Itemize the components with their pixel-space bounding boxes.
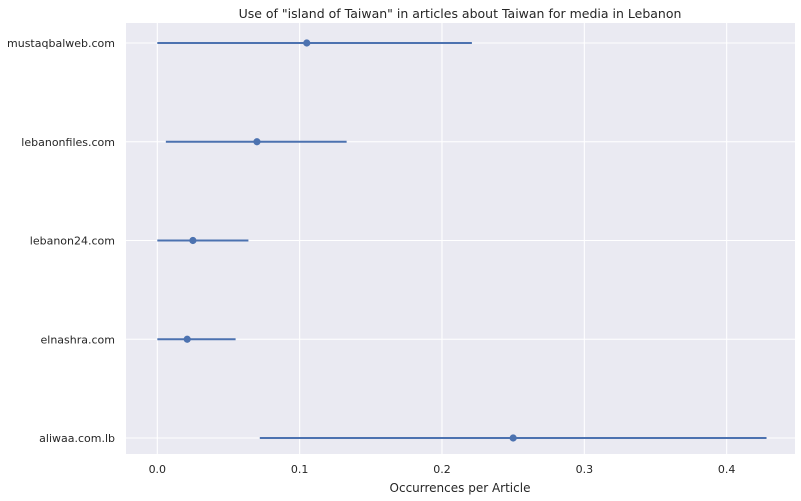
data-point: [303, 39, 311, 47]
y-tick-label: lebanon24.com: [30, 235, 115, 248]
y-tick-labels: mustaqbalweb.com lebanonfiles.com lebanon2…: [7, 37, 115, 445]
x-tick-label: 0.2: [433, 463, 451, 476]
x-tick-label: 0.0: [149, 463, 167, 476]
x-tick-label: 0.4: [718, 463, 736, 476]
data-point: [183, 335, 191, 343]
x-tick-label: 0.3: [576, 463, 594, 476]
chart-title: Use of "island of Taiwan" in articles ab…: [239, 6, 682, 21]
marks: [157, 39, 767, 442]
y-tick-label: elnashra.com: [41, 333, 116, 346]
x-tick-labels: 0.0 0.1 0.2 0.3 0.4: [149, 463, 736, 476]
y-tick-label: aliwaa.com.lb: [39, 432, 115, 445]
data-point: [509, 434, 517, 442]
plot-background: [126, 23, 795, 454]
x-axis-label: Occurrences per Article: [390, 481, 531, 495]
y-tick-label: lebanonfiles.com: [21, 136, 115, 149]
y-tick-label: mustaqbalweb.com: [7, 37, 115, 50]
data-point: [253, 138, 261, 146]
x-tick-label: 0.1: [291, 463, 309, 476]
data-point: [189, 236, 197, 245]
